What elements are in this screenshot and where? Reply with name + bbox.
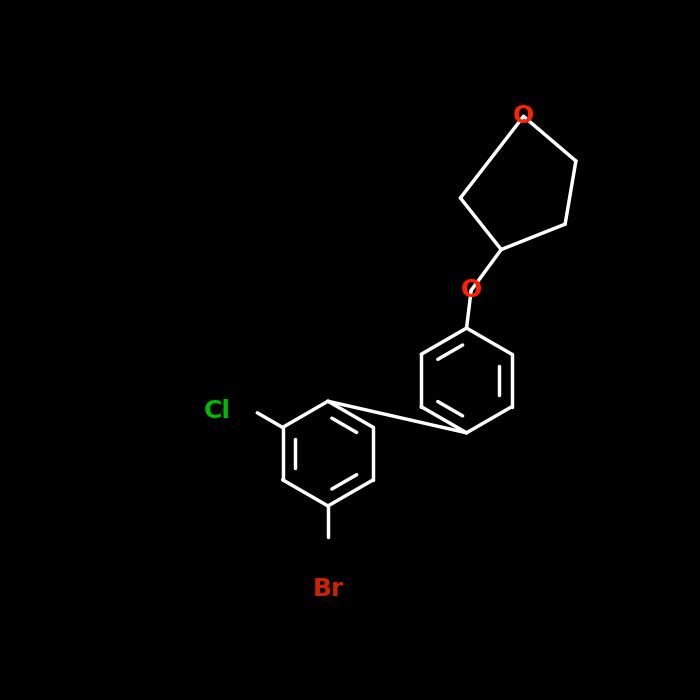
Text: Cl: Cl xyxy=(204,399,231,423)
Text: O: O xyxy=(513,104,534,128)
Text: Br: Br xyxy=(312,577,344,601)
Text: O: O xyxy=(461,279,482,302)
